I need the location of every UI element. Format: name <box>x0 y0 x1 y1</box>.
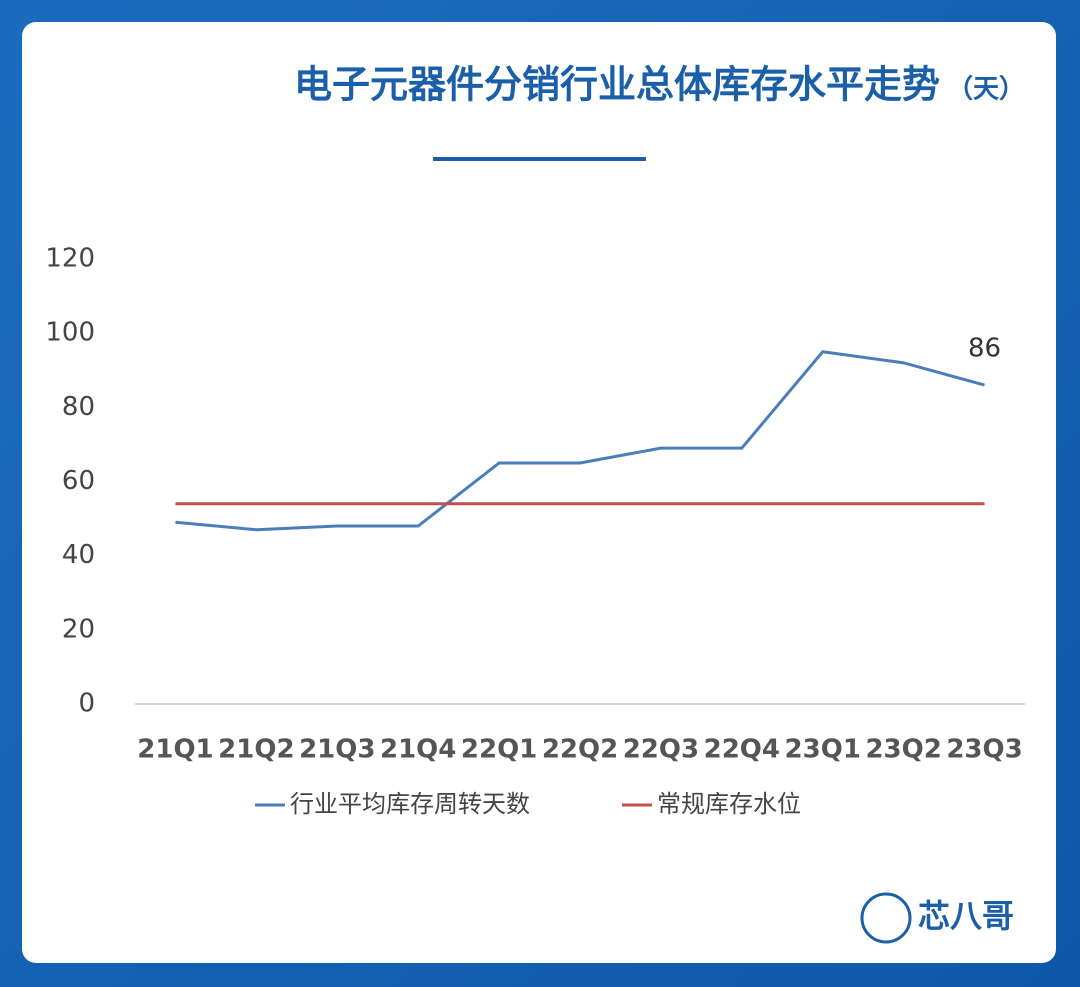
x-tick-label: 22Q1 <box>461 735 537 765</box>
x-tick-label: 21Q3 <box>299 735 375 765</box>
series-line <box>175 350 985 532</box>
logo-icon <box>860 892 912 944</box>
chart-title: 电子元器件分销行业总体库存水平走势 <box>294 63 940 107</box>
x-tick-label: 22Q4 <box>704 735 780 765</box>
x-tick-label: 22Q2 <box>542 735 618 765</box>
x-tick-label: 23Q2 <box>865 735 941 765</box>
y-tick-label: 40 <box>62 540 95 570</box>
y-tick-label: 60 <box>62 466 95 496</box>
y-tick-label: 20 <box>62 614 95 644</box>
x-tick-label: 22Q3 <box>623 735 699 765</box>
data-label: 86 <box>968 334 1001 364</box>
chart-subtitle: （天） <box>947 75 1025 105</box>
y-tick-label: 120 <box>45 244 95 274</box>
x-tick-label: 21Q4 <box>380 735 456 765</box>
x-tick-label: 21Q1 <box>137 735 213 765</box>
y-tick-label: 80 <box>62 392 95 422</box>
x-tick-label: 21Q2 <box>218 735 294 765</box>
legend-label: 常规库存水位 <box>657 790 801 818</box>
logo-text: 芯八哥 <box>918 897 1014 935</box>
card <box>22 22 1056 963</box>
legend-label: 行业平均库存周转天数 <box>290 790 530 818</box>
y-tick-label: 0 <box>78 689 95 719</box>
x-tick-label: 23Q3 <box>946 735 1022 765</box>
y-tick-label: 100 <box>45 318 95 348</box>
x-tick-label: 23Q1 <box>785 735 861 765</box>
